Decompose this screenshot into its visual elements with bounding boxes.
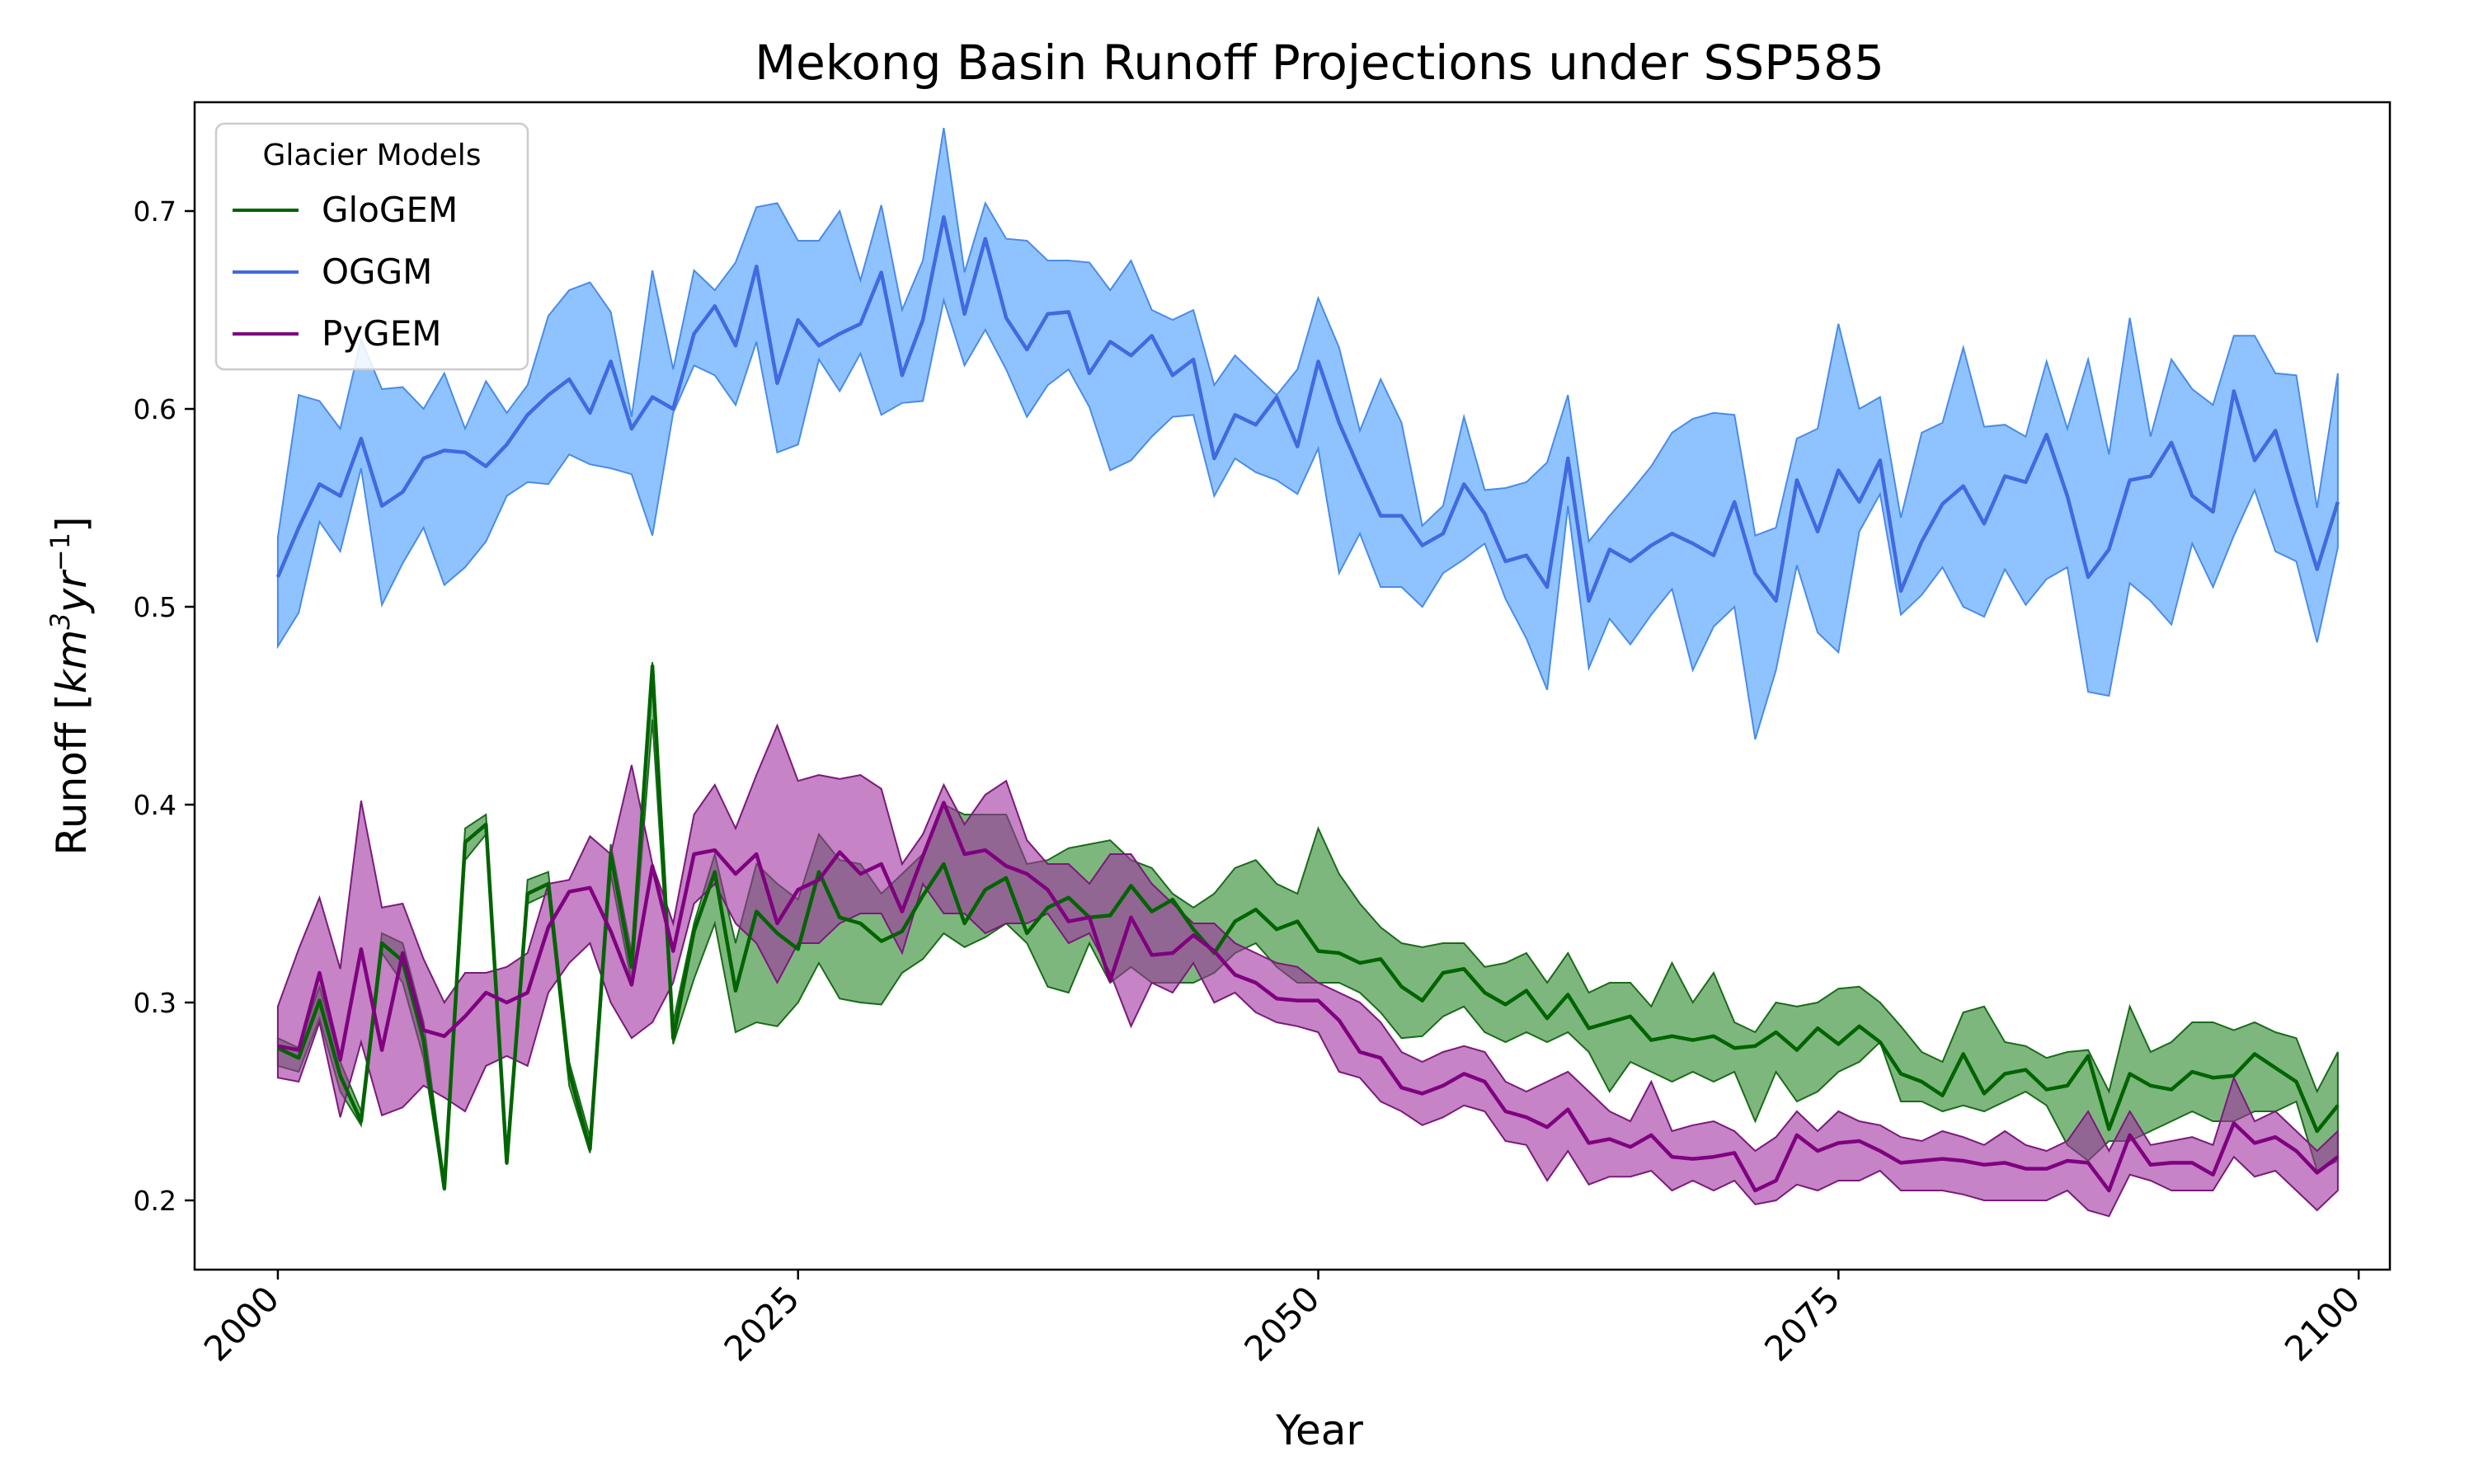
- y-tick-label-2: 0.4: [134, 789, 176, 821]
- series-layer: [275, 128, 2340, 1218]
- glogem-median-line: [276, 664, 2340, 1190]
- chart-title: Mekong Basin Runoff Projections under SS…: [755, 35, 1884, 91]
- legend-entry-glogem: GloGEM: [322, 190, 458, 230]
- y-tick-label-0: 0.2: [134, 1185, 176, 1217]
- y-axis-label-main: Runoff: [48, 710, 96, 856]
- plot-frame: [193, 101, 2392, 1271]
- legend-title: Glacier Models: [263, 139, 482, 172]
- y-axis: 0.2 0.3 0.4 0.5 0.6 0.7: [134, 195, 195, 1217]
- y-axis-label-km: km: [48, 630, 96, 694]
- y-axis-label-close: ]: [48, 516, 96, 533]
- y-axis-label-yr: yr: [48, 569, 96, 615]
- y-tick-label-4: 0.6: [134, 393, 176, 425]
- legend-entry-oggm: OGGM: [322, 251, 432, 292]
- legend-box: [214, 122, 529, 371]
- y-axis-label: Runoff [km3yr−1]: [45, 516, 96, 855]
- pygem-median-line: [277, 801, 2340, 1193]
- y-axis-label-km-exp: 3: [45, 613, 76, 629]
- x-axis-label: Year: [1275, 1407, 1363, 1454]
- pygem-uncertainty-band: [276, 723, 2339, 1218]
- y-tick-label-5: 0.7: [134, 195, 176, 228]
- oggm-uncertainty-band: [276, 128, 2339, 740]
- y-tick-label-3: 0.5: [134, 591, 176, 623]
- y-axis-label-yr-exp: −1: [45, 533, 76, 571]
- oggm-median-line: [275, 214, 2340, 603]
- y-axis-label-open: [: [48, 693, 96, 710]
- legend-entry-pygem: PyGEM: [322, 313, 442, 354]
- y-tick-label-1: 0.3: [134, 987, 176, 1019]
- legend: Glacier Models GloGEM OGGM PyGEM: [214, 122, 529, 371]
